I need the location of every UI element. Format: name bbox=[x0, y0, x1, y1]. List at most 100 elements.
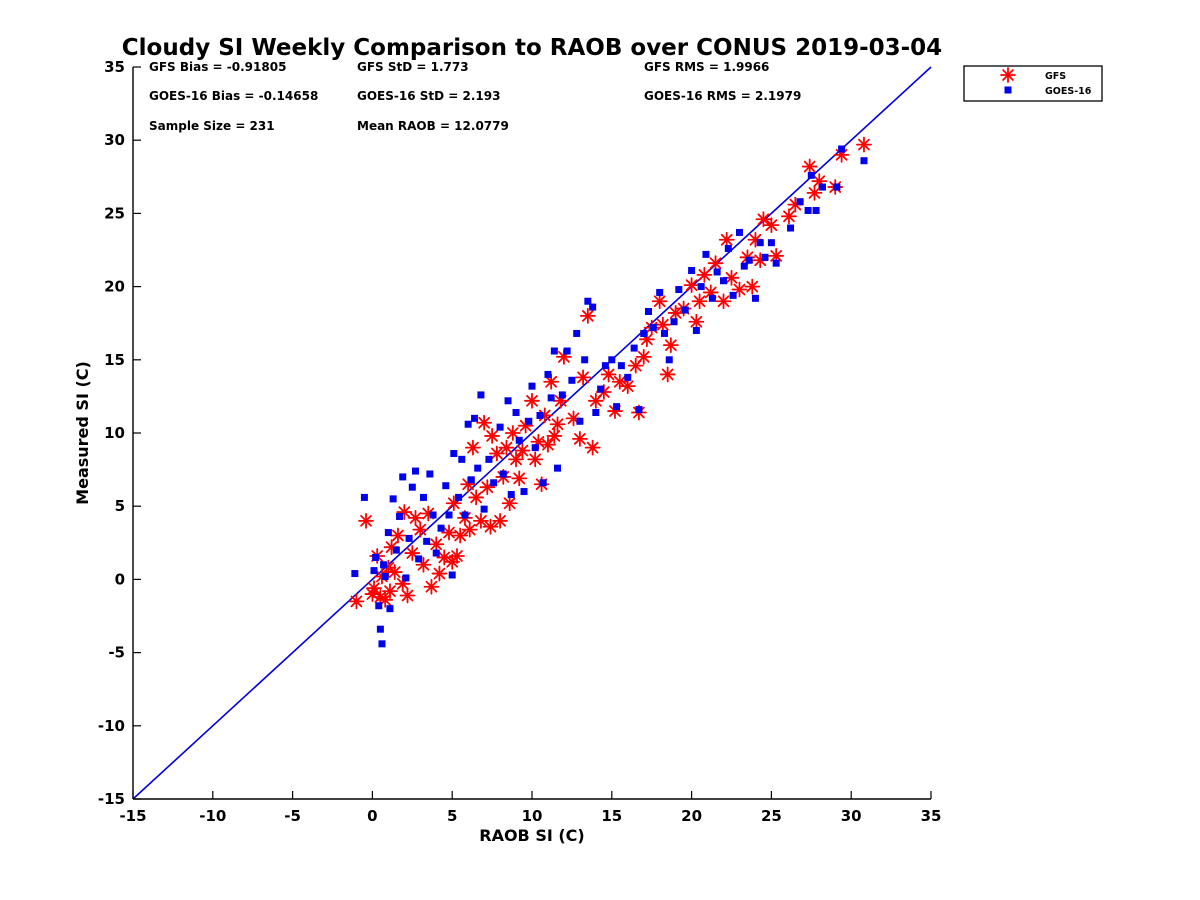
asterisk-stroke bbox=[526, 394, 538, 407]
stat-sample-size: Sample Size = 231 bbox=[149, 119, 275, 133]
gfs-point bbox=[452, 527, 469, 544]
goes16-point bbox=[437, 524, 445, 532]
goes16-point bbox=[450, 449, 458, 457]
gfs-point bbox=[688, 313, 705, 330]
goes16-point bbox=[429, 511, 437, 519]
x-tick-label: 0 bbox=[367, 807, 377, 825]
goes16-point bbox=[507, 490, 515, 498]
goes16-point bbox=[573, 329, 581, 337]
asterisk-stroke bbox=[813, 175, 826, 188]
asterisk-stroke bbox=[698, 269, 711, 281]
asterisk-stroke bbox=[803, 160, 816, 173]
y-tick-label: -5 bbox=[108, 644, 125, 662]
gfs-point bbox=[504, 425, 521, 441]
gfs-point bbox=[396, 504, 413, 520]
goes16-point bbox=[838, 145, 846, 153]
plot-area bbox=[132, 66, 932, 800]
goes16-point bbox=[804, 206, 812, 214]
goes16-point bbox=[767, 239, 775, 247]
goes16-point bbox=[423, 537, 431, 545]
y-tick-label: 15 bbox=[104, 351, 125, 369]
gfs-point bbox=[514, 442, 531, 459]
goes16-point bbox=[645, 307, 653, 315]
gfs-point bbox=[501, 495, 518, 512]
gfs-point bbox=[461, 521, 478, 538]
y-tick-label: 0 bbox=[115, 570, 125, 588]
goes16-point bbox=[563, 347, 571, 355]
goes16-point bbox=[818, 183, 826, 191]
asterisk-stroke bbox=[470, 491, 482, 504]
asterisk-stroke bbox=[637, 351, 650, 363]
gfs-point bbox=[696, 266, 713, 283]
goes16-point bbox=[539, 479, 547, 487]
goes16-point bbox=[455, 493, 463, 501]
asterisk-stroke bbox=[529, 453, 542, 466]
goes16-point bbox=[360, 493, 368, 501]
goes16-point bbox=[761, 253, 769, 261]
x-tick-label: -5 bbox=[284, 807, 301, 825]
goes16-point bbox=[630, 344, 638, 352]
goes16-point bbox=[408, 483, 416, 491]
goes16-point bbox=[515, 436, 523, 444]
gfs-point bbox=[476, 414, 493, 431]
gfs-point bbox=[763, 217, 780, 234]
y-ticks: -15 -10 -5 0 5 10 15 20 25 30 35 bbox=[98, 58, 141, 808]
goes16-point bbox=[402, 574, 410, 582]
asterisk-stroke bbox=[621, 380, 634, 393]
goes16-point bbox=[660, 329, 668, 337]
goes16-point bbox=[740, 262, 748, 270]
gfs-point bbox=[856, 136, 872, 153]
asterisk-stroke bbox=[417, 558, 430, 571]
asterisk-stroke bbox=[704, 286, 717, 299]
asterisk-stroke bbox=[401, 589, 414, 602]
asterisk-stroke bbox=[783, 210, 795, 223]
gfs-point bbox=[524, 392, 540, 409]
goes16-points bbox=[351, 145, 868, 648]
gfs-point bbox=[390, 527, 406, 544]
goes16-point bbox=[381, 572, 389, 580]
asterisk-stroke bbox=[542, 438, 554, 451]
asterisk-stroke bbox=[414, 523, 427, 536]
goes16-point bbox=[448, 571, 456, 579]
asterisk-stroke bbox=[725, 271, 738, 284]
gfs-point bbox=[755, 211, 772, 228]
asterisk-stroke bbox=[443, 526, 455, 539]
asterisk-stroke bbox=[503, 497, 516, 510]
asterisk-stroke bbox=[368, 582, 380, 595]
gfs-point bbox=[412, 521, 429, 538]
goes16-point bbox=[796, 198, 804, 206]
goes16-point bbox=[697, 283, 705, 291]
goes16-point bbox=[396, 512, 404, 520]
goes16-point bbox=[692, 327, 700, 335]
gfs-point bbox=[348, 593, 365, 610]
asterisk-stroke bbox=[430, 538, 443, 551]
goes16-point bbox=[474, 464, 482, 472]
gfs-point bbox=[781, 208, 797, 225]
gfs-point bbox=[498, 439, 515, 456]
goes16-point bbox=[375, 602, 383, 610]
goes16-point bbox=[550, 347, 558, 355]
goes16-point bbox=[426, 470, 434, 478]
y-tick-label: 5 bbox=[115, 497, 125, 515]
asterisk-stroke bbox=[693, 295, 706, 308]
goes16-point bbox=[520, 488, 528, 496]
asterisk-stroke bbox=[463, 523, 476, 536]
legend-goes16-marker bbox=[1004, 86, 1012, 94]
gfs-point bbox=[718, 231, 735, 248]
goes16-point bbox=[713, 268, 721, 276]
gfs-point bbox=[662, 337, 679, 354]
asterisk-stroke bbox=[454, 529, 467, 542]
gfs-point bbox=[399, 587, 416, 604]
goes16-point bbox=[547, 394, 555, 402]
gfs-point bbox=[428, 536, 445, 553]
goes16-point bbox=[380, 561, 388, 569]
goes16-point bbox=[756, 239, 764, 247]
goes16-point bbox=[442, 482, 450, 490]
goes16-point bbox=[386, 605, 394, 613]
gfs-point bbox=[484, 428, 501, 444]
goes16-point bbox=[833, 183, 841, 191]
y-tick-label: 20 bbox=[104, 278, 125, 296]
asterisk-stroke bbox=[385, 541, 398, 554]
asterisk-stroke bbox=[602, 368, 615, 381]
asterisk-stroke bbox=[484, 520, 497, 533]
